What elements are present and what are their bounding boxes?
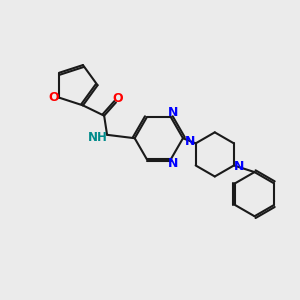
Text: NH: NH: [88, 131, 108, 144]
Text: O: O: [112, 92, 123, 105]
Text: N: N: [168, 106, 178, 119]
Text: N: N: [185, 134, 196, 148]
Text: N: N: [234, 160, 244, 173]
Text: N: N: [168, 157, 178, 170]
Text: O: O: [49, 91, 59, 104]
